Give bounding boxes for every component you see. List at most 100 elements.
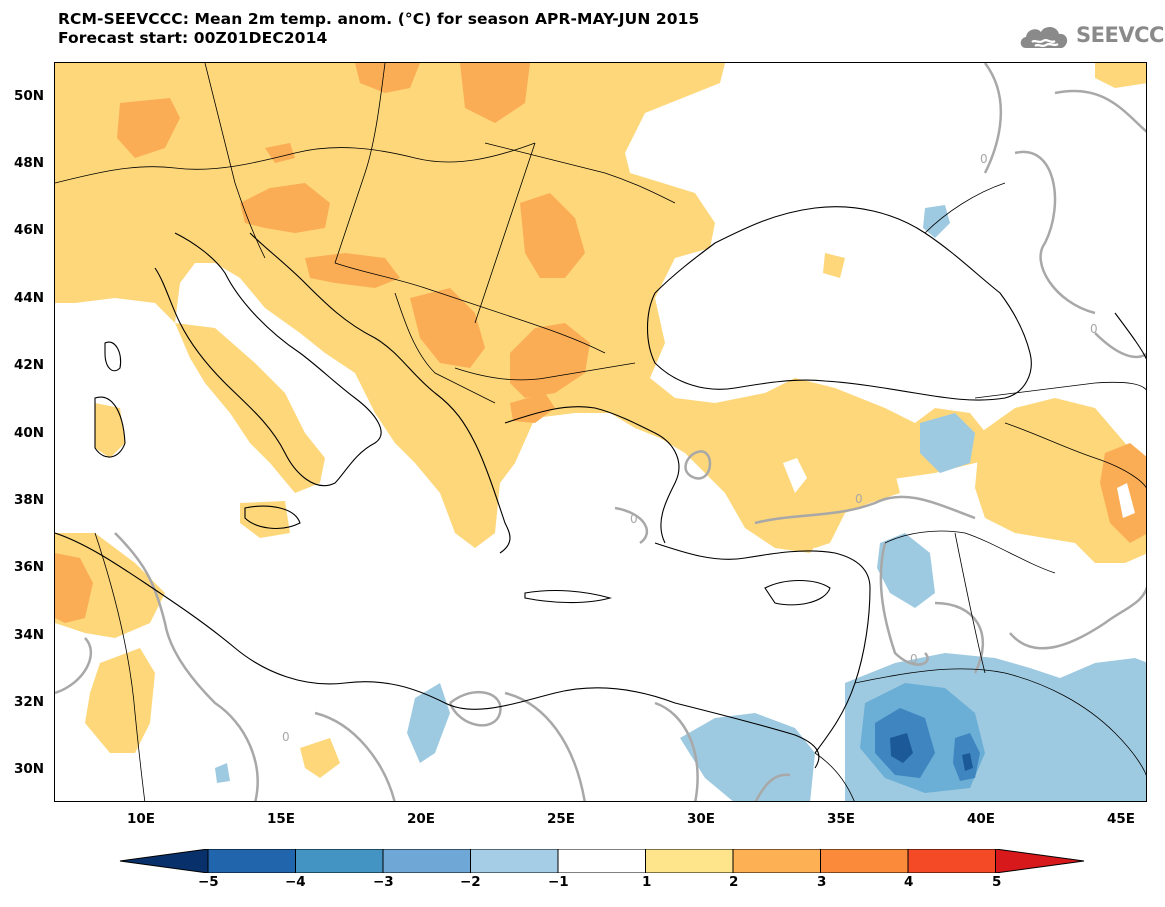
corsica-coast [104,341,122,372]
colorbar-label-4: 4 [904,874,914,890]
warm-strong-regions [55,63,1146,623]
cold-anomaly-strongest [890,733,973,771]
zero-contour-libya-loop [448,690,502,727]
warm-strong-austria [240,183,330,233]
lat-label-34n: 34N [14,627,45,643]
border-8 [454,362,636,381]
colorbar-label-m2: −2 [460,874,481,890]
cold-strongest-core [890,733,913,763]
caspian-coast [1114,312,1146,360]
warm-strong-tunisia [55,553,93,623]
lat-label-32n: 32N [14,694,45,710]
italy-coast [154,232,382,487]
lon-label-10e: 10E [127,811,156,827]
zero-contour-iraq-east [1009,585,1146,650]
warm-region-turkey-east [975,398,1146,563]
zero-contour-tunisia [114,532,259,801]
cyprus-coast [764,580,831,606]
zero-contour-north [983,63,1003,174]
title-line-2: Forecast start: 00Z01DEC2014 [58,29,328,47]
zero-contour-morocco [754,773,791,801]
border-11 [854,668,1146,776]
colorbar-label-2: 2 [729,874,739,890]
colorbar-bin-m5-m4 [207,849,296,873]
warm-strong-germany [117,98,180,158]
contour-label-2: 0 [1090,322,1098,336]
anatolia-gap [783,458,807,493]
colorbar-bin-p2-p3 [732,849,821,873]
aegean-coast [504,406,680,544]
border-6 [394,292,496,404]
lon-label-40e: 40E [967,811,996,827]
lon-label-45e: 45E [1107,811,1136,827]
border-7 [484,142,676,204]
lat-label-48n: 48N [14,155,45,171]
lat-label-44n: 44N [14,290,45,306]
sardinia-coast [94,396,126,458]
contour-label-6: 0 [910,652,918,666]
cold-region-syria [877,533,935,608]
colorbar-label-5: 5 [992,874,1002,890]
colorbar-label-3: 3 [817,874,827,890]
zero-contour-libya-east [504,691,586,801]
lat-label-36n: 36N [14,559,45,575]
colorbar-label-1: 1 [642,874,652,890]
warm-strong-belarus [460,63,530,123]
cold-region-libya-coast [407,683,450,763]
warm-region-libya-west [85,648,155,753]
warm-strong-greece-north [510,393,555,423]
anomaly-map: 0 0 0 0 0 0 [55,63,1146,801]
lat-label-46n: 46N [14,222,45,238]
warm-strong-romania [520,193,585,278]
north-africa-coast [55,532,820,769]
colorbar-label-m5: −5 [198,874,219,890]
lon-label-20e: 20E [407,811,436,827]
warm-region-libya-coast [300,738,340,778]
border-12 [884,530,1056,574]
contour-label-1: 0 [980,152,988,166]
zero-contour-aegean [614,506,649,545]
zero-contour-egypt [654,701,699,801]
colorbar-bin-m2-m1 [470,849,559,873]
zero-contour-anatolia [754,495,976,525]
zero-contours [55,63,1146,801]
colorbar-label-m1: −1 [548,874,569,890]
zero-contour-caucasus [1014,150,1096,315]
colorbar-bin-m3-m2 [382,849,471,873]
warm-region-crimea [823,253,845,278]
cold-region-turkey-east [920,413,975,473]
logo-text: SEEVCCC [1076,23,1165,47]
border-9 [94,532,146,801]
lat-label-38n: 38N [14,492,45,508]
lon-label-25e: 25E [547,811,576,827]
zero-contour-ukraine [1054,89,1146,133]
warm-strong-slovakia [265,143,295,163]
colorbar-label-m4: −4 [285,874,306,890]
warm-strong-hungary [305,253,400,288]
black-sea-coast [647,206,1032,401]
anatolia-south-coast [654,542,871,589]
zero-contour-levant [879,542,929,666]
border-5 [334,262,606,354]
border-4 [474,142,536,324]
warm-strong-bulgaria [510,323,590,398]
colorbar [119,849,1085,873]
colorbar-segments [119,849,1085,873]
colorbar-bin-p4-p5 [907,849,996,873]
colorbar-bin-m4-m3 [295,849,384,873]
zero-contour-anatolia-west [684,450,712,480]
colorbar-arrow-right [995,849,1085,873]
colorbar-arrow-left [119,849,209,873]
contour-labels: 0 0 0 0 0 0 [282,152,1098,744]
colorbar-bin-m1-p1 [557,849,646,873]
lat-label-30n: 30N [14,761,45,777]
border-10 [814,752,855,801]
border-3 [334,63,386,264]
crete-coast [524,590,613,604]
warm-strong-poland [355,63,420,93]
border-15 [974,381,1146,399]
chart-title: RCM-SEEVCCC: Mean 2m temp. anom. (°C) fo… [58,10,699,48]
border-1 [55,142,536,184]
turkey-east-gap [1117,483,1135,518]
contour-label-4: 0 [630,512,638,526]
